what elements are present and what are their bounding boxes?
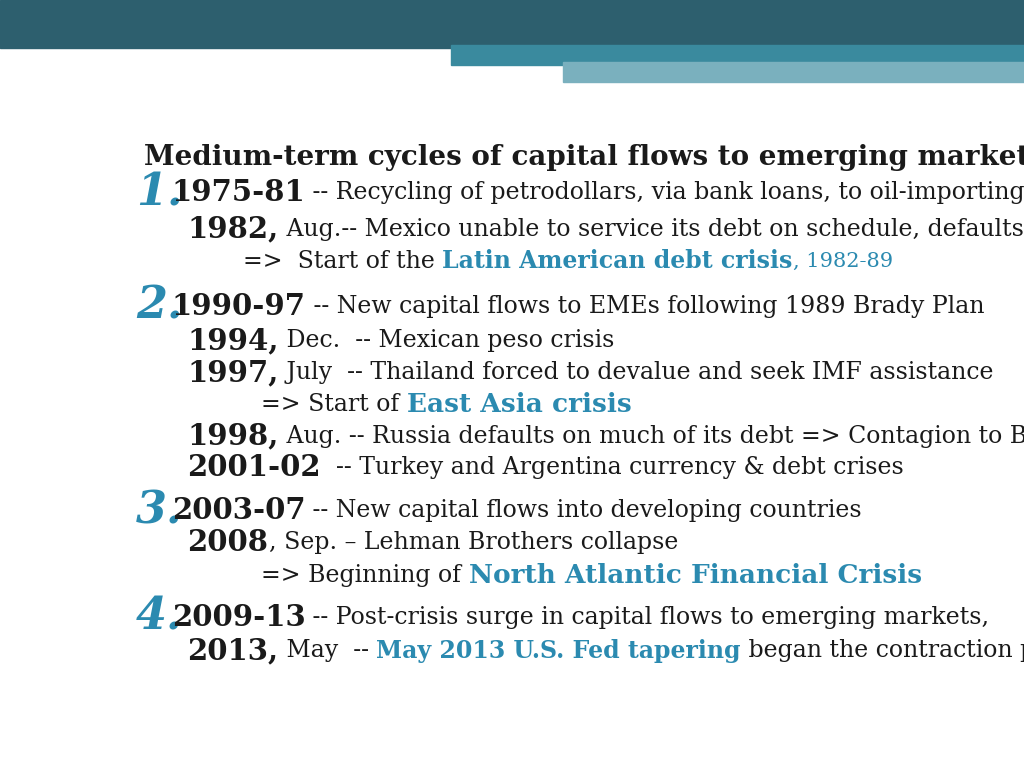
Text: => Beginning of: => Beginning of [261, 564, 469, 588]
Text: Dec.  -- Mexican peso crisis: Dec. -- Mexican peso crisis [279, 329, 614, 352]
Text: July  -- Thailand forced to devalue and seek IMF assistance: July -- Thailand forced to devalue and s… [279, 361, 993, 384]
Text: =>  Start of the: => Start of the [243, 250, 442, 273]
Text: 1.: 1. [136, 171, 182, 214]
Text: 2.: 2. [136, 285, 182, 328]
Text: , 1982-89: , 1982-89 [793, 252, 893, 271]
Text: 1998,: 1998, [187, 422, 279, 451]
Text: -- Recycling of petrodollars, via bank loans, to oil-importing EMs: -- Recycling of petrodollars, via bank l… [305, 181, 1024, 204]
Text: 2008: 2008 [187, 528, 268, 558]
Text: 1994,: 1994, [187, 326, 279, 355]
Text: Aug.-- Mexico unable to service its debt on schedule, defaults: Aug.-- Mexico unable to service its debt… [279, 218, 1024, 241]
Text: Aug. -- Russia defaults on much of its debt => Contagion to Brazil.: Aug. -- Russia defaults on much of its d… [279, 425, 1024, 448]
Text: 1990-97: 1990-97 [172, 292, 305, 321]
Text: East Asia crisis: East Asia crisis [407, 392, 632, 417]
Text: 2009-13: 2009-13 [172, 603, 305, 632]
Text: North Atlantic Financial Crisis: North Atlantic Financial Crisis [469, 564, 922, 588]
Text: 2001-02: 2001-02 [187, 452, 322, 482]
Text: 4.: 4. [136, 596, 182, 639]
Text: -- Turkey and Argentina currency & debt crises: -- Turkey and Argentina currency & debt … [322, 455, 904, 478]
Text: -- New capital flows into developing countries: -- New capital flows into developing cou… [305, 499, 862, 522]
Text: -- Post-crisis surge in capital flows to emerging markets,: -- Post-crisis surge in capital flows to… [305, 606, 989, 629]
Text: May  --: May -- [279, 640, 376, 663]
Text: Latin American debt crisis: Latin American debt crisis [442, 250, 793, 273]
Text: May 2013 U.S. Fed tapering: May 2013 U.S. Fed tapering [376, 639, 740, 663]
Text: => Start of: => Start of [261, 393, 407, 416]
Text: 1997,: 1997, [187, 358, 279, 387]
Text: 2013,: 2013, [187, 637, 279, 666]
Text: 2003-07: 2003-07 [172, 496, 305, 525]
Text: Medium-term cycles of capital flows to emerging markets:: Medium-term cycles of capital flows to e… [143, 144, 1024, 171]
Text: 1982,: 1982, [187, 215, 279, 244]
Text: 3.: 3. [136, 489, 182, 532]
Text: 1975-81: 1975-81 [172, 178, 305, 207]
Text: began the contraction phase: began the contraction phase [740, 640, 1024, 663]
Text: , Sep. – Lehman Brothers collapse: , Sep. – Lehman Brothers collapse [268, 531, 678, 554]
Text: -- New capital flows to EMEs following 1989 Brady Plan: -- New capital flows to EMEs following 1… [305, 295, 984, 318]
